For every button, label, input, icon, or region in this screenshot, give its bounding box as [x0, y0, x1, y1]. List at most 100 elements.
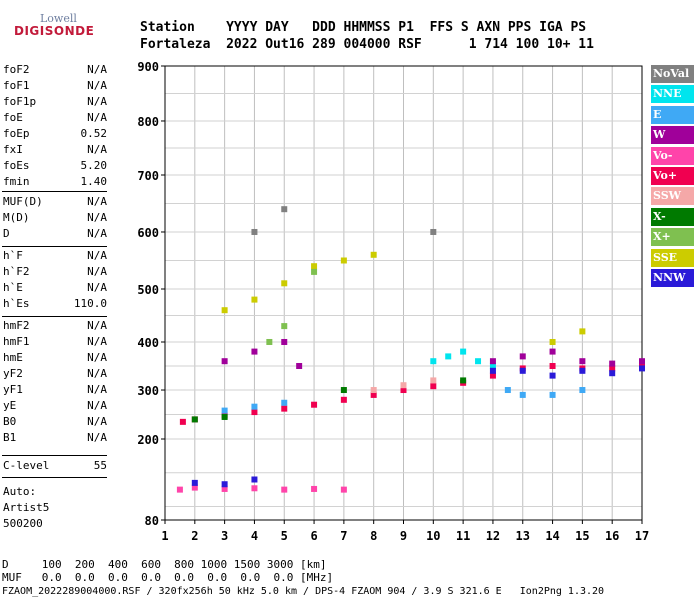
legend-item: NNW — [651, 269, 694, 287]
param-value: 0.52 — [80, 127, 108, 140]
param-row: hmF1 N/A — [3, 334, 107, 350]
data-point — [519, 353, 526, 360]
data-point — [445, 353, 452, 360]
data-point — [430, 377, 437, 384]
data-point — [489, 358, 496, 365]
data-point — [549, 348, 556, 355]
param-value: N/A — [87, 399, 107, 412]
separator — [2, 455, 107, 456]
data-point — [251, 403, 258, 410]
data-point — [221, 407, 228, 414]
x-tick-label: 3 — [221, 529, 228, 543]
legend-item: NNE — [651, 85, 694, 104]
param-row: h`F2 N/A — [3, 264, 107, 280]
legend-item: SSW — [651, 187, 694, 206]
param-name: foEs — [3, 159, 30, 172]
data-point — [191, 416, 198, 423]
data-point — [281, 405, 288, 412]
x-tick-label: 9 — [400, 529, 407, 543]
param-name: B0 — [3, 415, 17, 428]
param-name: hmE — [3, 351, 23, 364]
data-point — [340, 486, 347, 493]
data-point — [609, 370, 616, 377]
data-point — [549, 338, 556, 345]
autoscale-artist: Artist5 — [3, 501, 50, 514]
param-value: N/A — [87, 335, 107, 348]
y-tick-label: 700 — [137, 169, 159, 183]
separator — [2, 316, 107, 317]
data-point — [370, 251, 377, 258]
legend-item: SSE — [651, 248, 694, 267]
data-point — [400, 382, 407, 389]
param-value: N/A — [87, 249, 107, 262]
param-row: foF2 N/A — [3, 62, 107, 78]
data-point — [221, 485, 228, 492]
x-tick-label: 14 — [545, 529, 559, 543]
param-row: B0 N/A — [3, 414, 107, 430]
param-row: C-level 55 — [3, 458, 107, 474]
param-name: h`E — [3, 281, 23, 294]
data-point — [221, 307, 228, 314]
param-value: 55 — [93, 459, 107, 472]
x-tick-label: 5 — [281, 529, 288, 543]
param-row: foE N/A — [3, 110, 107, 126]
param-name: foF2 — [3, 63, 30, 76]
data-point — [251, 476, 258, 483]
data-point — [221, 412, 228, 419]
legend-item: Vo- — [651, 146, 694, 165]
param-value: N/A — [87, 367, 107, 380]
data-point — [281, 206, 288, 213]
separator — [2, 191, 107, 192]
data-point — [549, 391, 556, 398]
data-point — [609, 365, 616, 372]
y-tick-label: 300 — [137, 384, 159, 398]
param-name: M(D) — [3, 211, 30, 224]
digisonde-logo: Lowell DIGISONDE — [4, 6, 94, 40]
param-value: N/A — [87, 281, 107, 294]
footer-muf: MUF 0.0 0.0 0.0 0.0 0.0 0.0 0.0 0.0 [MHz… — [2, 571, 334, 584]
autoscale-label: Auto: — [3, 485, 37, 498]
param-row: yF2 N/A — [3, 366, 107, 382]
data-point — [430, 228, 437, 235]
data-point — [281, 323, 288, 330]
data-point — [266, 338, 273, 345]
y-tick-label: 200 — [137, 433, 159, 447]
param-name: yF1 — [3, 383, 23, 396]
logo-line2: DIGISONDE — [14, 24, 95, 38]
param-row: M(D) N/A — [3, 210, 107, 226]
data-point — [639, 365, 645, 372]
data-point — [519, 391, 526, 398]
y-tick-label: 800 — [137, 115, 159, 129]
param-row: D N/A — [3, 226, 107, 242]
data-point — [251, 409, 258, 416]
data-point — [504, 387, 511, 394]
data-point — [221, 413, 228, 420]
param-name: C-level — [3, 459, 50, 472]
param-row: hmF2 N/A — [3, 318, 107, 334]
param-value: N/A — [87, 319, 107, 332]
data-point — [579, 328, 586, 335]
data-point — [579, 358, 586, 365]
legend-item: X+ — [651, 228, 694, 247]
autoscale-code: 500200 — [3, 517, 43, 530]
x-tick-label: 2 — [191, 529, 198, 543]
param-value: N/A — [87, 265, 107, 278]
param-name: MUF(D) — [3, 195, 43, 208]
data-point — [251, 296, 258, 303]
data-point — [296, 363, 303, 370]
data-point — [519, 365, 526, 372]
x-tick-label: 10 — [426, 529, 440, 543]
param-row: yF1 N/A — [3, 382, 107, 398]
param-name: h`F — [3, 249, 23, 262]
param-name: h`F2 — [3, 265, 30, 278]
legend-item: E — [651, 105, 694, 124]
param-name: hmF1 — [3, 335, 30, 348]
param-name: foF1 — [3, 79, 30, 92]
y-tick-label: 400 — [137, 336, 159, 350]
param-row: yE N/A — [3, 398, 107, 414]
param-value: N/A — [87, 351, 107, 364]
data-point — [549, 363, 556, 370]
param-value: N/A — [87, 227, 107, 240]
data-point — [430, 358, 437, 365]
param-row: B1 N/A — [3, 430, 107, 446]
